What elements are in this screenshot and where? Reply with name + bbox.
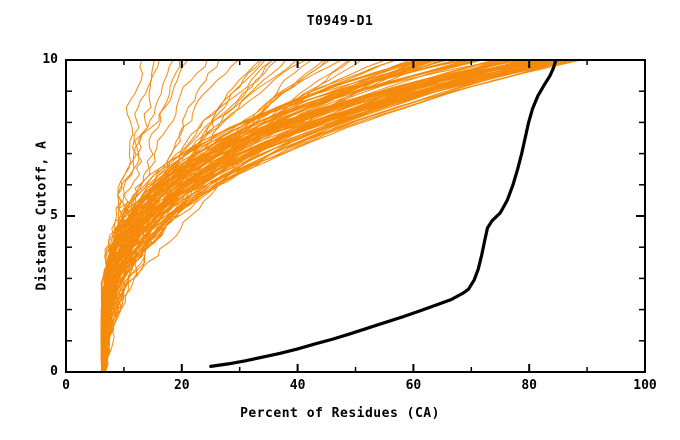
prediction-curve bbox=[100, 60, 441, 371]
prediction-curve bbox=[100, 60, 287, 371]
prediction-curve bbox=[100, 60, 278, 371]
prediction-curve bbox=[100, 60, 261, 371]
reference-curve bbox=[209, 60, 558, 368]
x-tick-label: 80 bbox=[521, 378, 538, 393]
prediction-curve bbox=[100, 60, 502, 371]
prediction-curve bbox=[102, 60, 446, 371]
prediction-curve bbox=[101, 60, 263, 371]
x-tick-label: 60 bbox=[405, 378, 422, 393]
axis-layer bbox=[65, 59, 646, 373]
prediction-curve bbox=[100, 60, 419, 371]
y-tick-label: 10 bbox=[42, 52, 58, 67]
prediction-curve bbox=[101, 60, 350, 371]
prediction-curve bbox=[102, 60, 533, 371]
page-title: T0949-D1 bbox=[306, 14, 374, 29]
prediction-curve bbox=[101, 60, 411, 371]
y-tick-label: 0 bbox=[50, 364, 58, 379]
x-tick-label: 20 bbox=[173, 378, 190, 393]
x-axis-label: Percent of Residues (CA) bbox=[240, 406, 440, 421]
y-tick-label: 5 bbox=[50, 208, 58, 223]
x-tick-label: 100 bbox=[633, 378, 657, 393]
x-tick-label: 40 bbox=[289, 378, 306, 393]
prediction-curve bbox=[100, 60, 546, 371]
x-tick-label: 0 bbox=[62, 378, 70, 393]
series-layer bbox=[100, 60, 583, 371]
